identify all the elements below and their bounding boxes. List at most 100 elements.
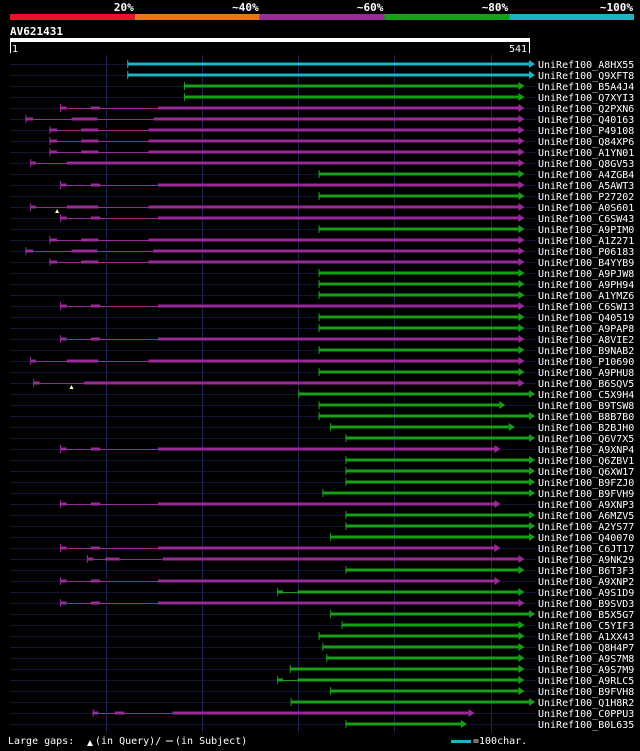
hit-segment[interactable]	[322, 645, 519, 649]
hit-segment[interactable]	[318, 271, 519, 275]
hit-label[interactable]: UniRef100_C6SWI3	[538, 302, 634, 313]
hit-segment[interactable]	[318, 293, 519, 297]
hit-label[interactable]: UniRef100_A9S7M9	[538, 665, 634, 676]
hit-label[interactable]: UniRef100_B9SVD3	[538, 599, 634, 610]
hit-row[interactable]: UniRef100_P27202	[10, 192, 634, 203]
hit-label[interactable]: UniRef100_A9PHU8	[538, 368, 634, 379]
hit-segment[interactable]	[59, 304, 519, 308]
hit-row[interactable]: UniRef100_A1Z271	[10, 236, 634, 247]
hit-segment[interactable]	[318, 634, 519, 638]
hit-segment[interactable]	[183, 84, 519, 88]
hit-row[interactable]: UniRef100_A9PJW8	[10, 269, 634, 280]
hit-row[interactable]: UniRef100_A9PAP8	[10, 324, 634, 335]
hit-segment[interactable]	[341, 623, 519, 627]
hit-segment[interactable]	[345, 568, 519, 572]
hit-row[interactable]: UniRef100_B4YYB9	[10, 258, 634, 269]
hit-label[interactable]: UniRef100_A9XNP3	[538, 500, 634, 511]
hit-label[interactable]: UniRef100_Q40163	[538, 115, 634, 126]
hit-row[interactable]: UniRef100_A4ZGB4	[10, 170, 634, 181]
hit-segment[interactable]	[318, 282, 519, 286]
hit-segment[interactable]	[59, 546, 495, 550]
hit-label[interactable]: UniRef100_B4YYB9	[538, 258, 634, 269]
hit-segment[interactable]	[33, 381, 519, 385]
hit-label[interactable]: UniRef100_B9FVH8	[538, 687, 634, 698]
hit-label[interactable]: UniRef100_A5AWT3	[538, 181, 634, 192]
hit-label[interactable]: UniRef100_A9S1D9	[538, 588, 634, 599]
hit-segment[interactable]	[59, 216, 519, 220]
hit-row[interactable]: UniRef100_A1XX43	[10, 632, 634, 643]
hit-segment[interactable]	[322, 491, 530, 495]
hit-row[interactable]: UniRef100_Q6ZBV1	[10, 456, 634, 467]
hit-row[interactable]: UniRef100_Q8GV53	[10, 159, 634, 170]
hit-row[interactable]: UniRef100_A9PIM0	[10, 225, 634, 236]
hit-label[interactable]: UniRef100_Q2PXN6	[538, 104, 634, 115]
hit-row[interactable]: UniRef100_C0PPU3	[10, 709, 634, 720]
hit-row[interactable]: UniRef100_A9XNP4	[10, 445, 634, 456]
hit-segment[interactable]	[30, 359, 519, 363]
hit-segment[interactable]	[49, 128, 519, 132]
hit-segment[interactable]	[49, 139, 519, 143]
hit-label[interactable]: UniRef100_B6T3F3	[538, 566, 634, 577]
hit-segment[interactable]	[318, 370, 519, 374]
hit-label[interactable]: UniRef100_Q9XFT8	[538, 71, 634, 82]
hit-row[interactable]: UniRef100_P49108	[10, 126, 634, 137]
hit-row[interactable]: UniRef100_A2YS77	[10, 522, 634, 533]
hit-segment[interactable]	[59, 579, 495, 583]
hit-row[interactable]: UniRef100_P10690	[10, 357, 634, 368]
hit-label[interactable]: UniRef100_A9PAP8	[538, 324, 634, 335]
hit-row[interactable]: UniRef100_C5YIF3	[10, 621, 634, 632]
hit-segment[interactable]	[59, 601, 519, 605]
hit-label[interactable]: UniRef100_B9NAB2	[538, 346, 634, 357]
hit-segment[interactable]	[345, 480, 530, 484]
hit-label[interactable]: UniRef100_C5X9H4	[538, 390, 634, 401]
hit-label[interactable]: UniRef100_A9PJW8	[538, 269, 634, 280]
hit-label[interactable]: UniRef100_P10690	[538, 357, 634, 368]
hit-label[interactable]: UniRef100_Q8GV53	[538, 159, 634, 170]
hit-row[interactable]: UniRef100_B9NAB2	[10, 346, 634, 357]
hit-segment[interactable]	[59, 183, 519, 187]
hit-row[interactable]: UniRef100_B9TSW8	[10, 401, 634, 412]
hit-label[interactable]: UniRef100_Q84XP6	[538, 137, 634, 148]
hit-row[interactable]: UniRef100_B6T3F3	[10, 566, 634, 577]
hit-segment[interactable]	[345, 722, 461, 726]
hit-segment[interactable]	[318, 227, 519, 231]
hit-segment[interactable]	[330, 535, 530, 539]
hit-row[interactable]: UniRef100_A9RLC5	[10, 676, 634, 687]
hit-segment[interactable]	[30, 161, 519, 165]
hit-segment[interactable]	[318, 414, 530, 418]
hit-label[interactable]: UniRef100_A4ZGB4	[538, 170, 634, 181]
hit-segment[interactable]	[330, 612, 530, 616]
hit-label[interactable]: UniRef100_A1Z271	[538, 236, 634, 247]
hit-label[interactable]: UniRef100_C0PPU3	[538, 709, 634, 720]
hit-segment[interactable]	[318, 326, 519, 330]
hit-row[interactable]: UniRef100_C6JT17	[10, 544, 634, 555]
hit-row[interactable]: UniRef100_C5X9H4	[10, 390, 634, 401]
hit-row[interactable]: UniRef100_Q9XFT8	[10, 71, 634, 82]
hit-label[interactable]: UniRef100_B0L635	[538, 720, 634, 731]
hit-segment[interactable]	[49, 260, 519, 264]
hit-label[interactable]: UniRef100_A9XNP4	[538, 445, 634, 456]
hit-label[interactable]: UniRef100_A1YMZ6	[538, 291, 634, 302]
hit-row[interactable]: UniRef100_A1YMZ6	[10, 291, 634, 302]
hit-row[interactable]: UniRef100_A9NK29	[10, 555, 634, 566]
hit-row[interactable]: UniRef100_A6MZV5	[10, 511, 634, 522]
hit-segment[interactable]	[330, 425, 509, 429]
hit-label[interactable]: UniRef100_Q1H8R2	[538, 698, 634, 709]
hit-label[interactable]: UniRef100_B5A4J4	[538, 82, 634, 93]
hit-segment[interactable]	[30, 205, 519, 209]
hit-row[interactable]: UniRef100_B9SVD3	[10, 599, 634, 610]
hit-segment[interactable]	[25, 249, 519, 253]
hit-row[interactable]: UniRef100_A9S7M8	[10, 654, 634, 665]
hit-row[interactable]: UniRef100_Q6V7X5	[10, 434, 634, 445]
hit-segment[interactable]	[49, 238, 519, 242]
hit-label[interactable]: UniRef100_A9PIM0	[538, 225, 634, 236]
hit-label[interactable]: UniRef100_B9TSW8	[538, 401, 634, 412]
hit-row[interactable]: UniRef100_B0L635	[10, 720, 634, 731]
hit-label[interactable]: UniRef100_A2YS77	[538, 522, 634, 533]
hit-label[interactable]: UniRef100_C5YIF3	[538, 621, 634, 632]
hit-label[interactable]: UniRef100_P27202	[538, 192, 634, 203]
hit-segment[interactable]	[49, 150, 519, 154]
hit-row[interactable]: UniRef100_Q8H4P7	[10, 643, 634, 654]
hit-row[interactable]: UniRef100_A8VIE2	[10, 335, 634, 346]
hit-row[interactable]: UniRef100_Q84XP6	[10, 137, 634, 148]
